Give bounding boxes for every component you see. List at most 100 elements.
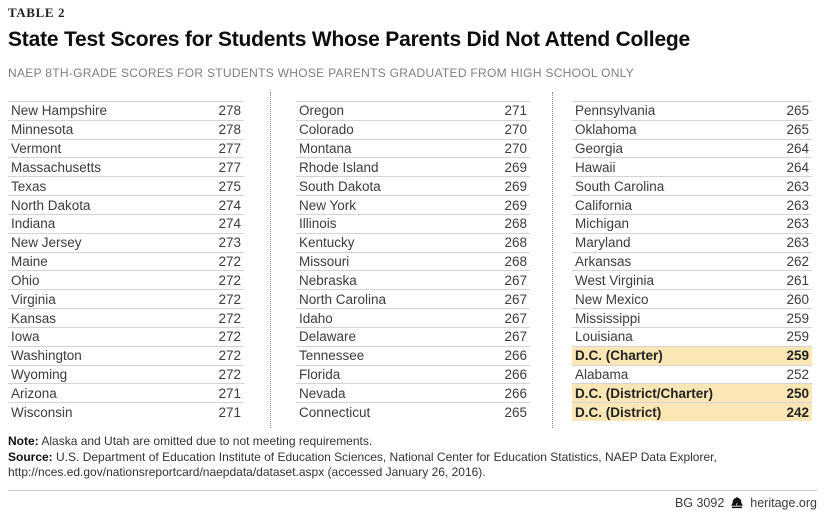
state-score: 259 <box>786 310 809 326</box>
table-row: Indiana 274 <box>8 213 244 233</box>
state-score: 268 <box>504 216 527 232</box>
state-score: 277 <box>218 141 241 157</box>
page-title: State Test Scores for Students Whose Par… <box>8 28 691 51</box>
state-score: 268 <box>504 254 527 270</box>
state-name: New Jersey <box>11 235 82 251</box>
state-score: 271 <box>218 404 241 420</box>
state-name: Maryland <box>575 235 631 251</box>
footnotes: Note: Alaska and Utah are omitted due to… <box>8 434 728 481</box>
table-row: D.C. (District/Charter) 250 <box>572 383 812 403</box>
state-name: Wisconsin <box>11 404 73 420</box>
document-id: BG 3092 <box>674 496 725 510</box>
state-score: 274 <box>218 216 241 232</box>
table-row: New Mexico 260 <box>572 289 812 308</box>
table-row: Maine 272 <box>8 251 244 271</box>
state-score: 269 <box>504 178 527 194</box>
table-row: Oregon 271 <box>296 101 530 120</box>
state-name: D.C. (Charter) <box>575 348 663 364</box>
state-name: Missouri <box>299 254 350 270</box>
state-name: Michigan <box>575 216 630 232</box>
state-score: 264 <box>786 159 809 175</box>
state-score: 250 <box>786 385 809 401</box>
state-score: 265 <box>786 103 809 119</box>
table-row: D.C. (Charter) 259 <box>572 345 812 365</box>
state-name: Iowa <box>11 329 40 345</box>
state-score: 277 <box>218 159 241 175</box>
state-score: 272 <box>218 367 241 382</box>
table-row: Wisconsin 271 <box>8 402 244 421</box>
state-score: 263 <box>786 235 809 251</box>
table-row: Massachusetts 277 <box>8 157 244 176</box>
state-score: 272 <box>218 291 241 307</box>
state-score: 272 <box>218 254 241 270</box>
table-row: Virginia 272 <box>8 289 244 308</box>
table-row: New Jersey 273 <box>8 232 244 252</box>
table-column: Pennsylvania 265 Oklahoma 265 Georgia 264 Hawa… <box>572 101 812 422</box>
state-score: 270 <box>504 141 527 157</box>
state-name: New Mexico <box>575 291 649 307</box>
state-name: Washington <box>11 348 82 364</box>
state-score: 267 <box>504 329 527 345</box>
table-row: Michigan 263 <box>572 213 812 233</box>
table-row: Maryland 263 <box>572 232 812 252</box>
state-name: Vermont <box>11 141 62 157</box>
state-name: Georgia <box>575 141 624 157</box>
state-name: California <box>575 197 633 213</box>
table-row: Illinois 268 <box>296 213 530 233</box>
state-score: 267 <box>504 310 527 326</box>
table-row: Iowa 272 <box>8 326 244 346</box>
note-label: Note: <box>8 434 39 448</box>
state-name: Texas <box>11 178 47 194</box>
note-line: Note: Alaska and Utah are omitted due to… <box>8 434 728 450</box>
state-score: 272 <box>218 310 241 326</box>
table-row: Oklahoma 265 <box>572 119 812 139</box>
state-score: 272 <box>218 348 241 364</box>
table-row: New Hampshire 278 <box>8 101 244 120</box>
state-score: 267 <box>504 272 527 288</box>
state-score: 266 <box>504 385 527 401</box>
state-name: D.C. (District/Charter) <box>575 385 714 401</box>
state-name: Oklahoma <box>575 122 637 138</box>
table-row: Texas 275 <box>8 176 244 195</box>
footer-divider <box>8 490 817 491</box>
table-row: Louisiana 259 <box>572 326 812 346</box>
column-divider <box>270 92 271 428</box>
state-name: Rhode Island <box>299 159 379 175</box>
state-name: D.C. (District) <box>575 404 662 420</box>
table-row: Idaho 267 <box>296 308 530 327</box>
state-score: 270 <box>504 122 527 138</box>
state-score: 259 <box>786 348 809 364</box>
state-score: 272 <box>218 329 241 345</box>
source-line: Source: U.S. Department of Education Ins… <box>8 450 728 481</box>
table-row: Wyoming 272 <box>8 364 244 384</box>
state-name: Ohio <box>11 272 40 288</box>
state-score: 267 <box>504 291 527 307</box>
state-score: 263 <box>786 197 809 213</box>
state-name: West Virginia <box>575 272 655 288</box>
state-name: Maine <box>11 254 48 270</box>
state-name: Arkansas <box>575 254 632 270</box>
table-row: Minnesota 278 <box>8 119 244 139</box>
state-score: 273 <box>218 235 241 251</box>
state-name: Indiana <box>11 216 56 232</box>
state-score: 271 <box>218 385 241 401</box>
state-name: New Hampshire <box>11 103 108 119</box>
source-text: U.S. Department of Education Institute o… <box>8 449 717 480</box>
state-name: Pennsylvania <box>575 103 656 119</box>
state-score: 260 <box>786 291 809 307</box>
state-name: Wyoming <box>11 367 68 382</box>
state-name: Mississippi <box>575 310 641 326</box>
state-score: 278 <box>218 122 241 138</box>
state-score: 269 <box>504 197 527 213</box>
table-row: Mississippi 259 <box>572 308 812 327</box>
table-row: Hawaii 264 <box>572 157 812 176</box>
note-text: Alaska and Utah are omitted due to not m… <box>38 434 373 448</box>
table-row: Delaware 267 <box>296 326 530 346</box>
table-row: Colorado 270 <box>296 119 530 139</box>
state-name: North Carolina <box>299 291 387 307</box>
state-score: 274 <box>218 197 241 213</box>
table-row: Nebraska 267 <box>296 270 530 289</box>
table-column: Oregon 271 Colorado 270 Montana 270 Rhode Isla… <box>296 101 530 421</box>
table-row: West Virginia 261 <box>572 270 812 289</box>
